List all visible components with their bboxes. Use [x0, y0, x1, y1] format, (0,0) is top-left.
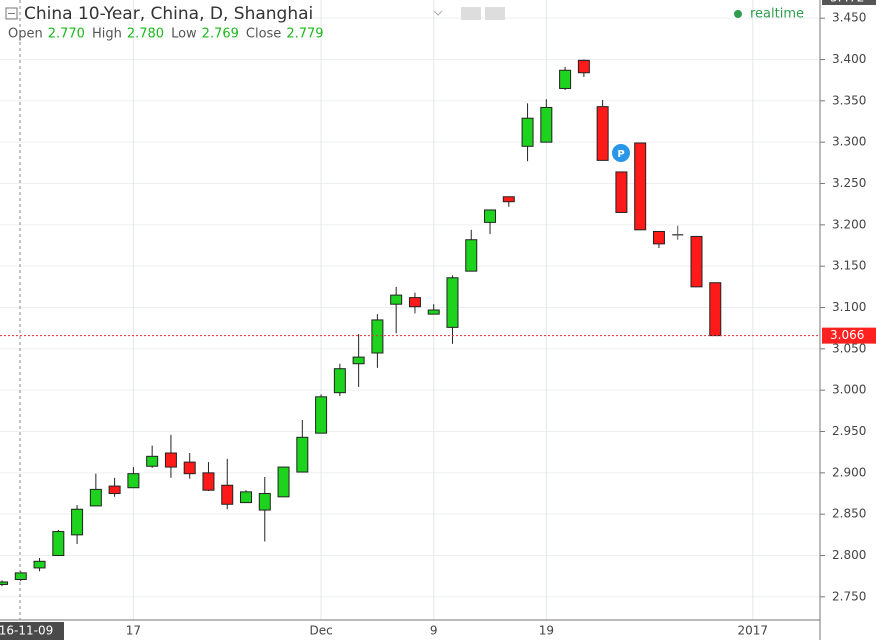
- y-tick-label: 3.350: [832, 93, 866, 107]
- y-tick-label: 2.950: [832, 424, 866, 438]
- body: [559, 69, 572, 89]
- body: [315, 396, 328, 434]
- x-tick-label: 17: [126, 624, 141, 638]
- status: realtime: [750, 7, 804, 22]
- body: [221, 484, 234, 505]
- ohlc-value: 2.769: [202, 27, 239, 42]
- top-price-box: [822, 0, 876, 5]
- y-tick-label: 3.000: [832, 383, 866, 397]
- body: [709, 282, 722, 337]
- annotation-text: P: [617, 149, 624, 160]
- y-tick-label: 3.400: [832, 52, 866, 66]
- body: [465, 239, 478, 272]
- body: [89, 488, 102, 507]
- y-tick-label: 3.100: [832, 300, 866, 314]
- body: [652, 230, 665, 245]
- body: [502, 196, 515, 203]
- ohlc-name: High: [92, 27, 122, 42]
- close-icon[interactable]: [485, 7, 505, 20]
- body: [108, 485, 121, 495]
- annotation-marker[interactable]: [612, 144, 630, 162]
- ohlc-value: 2.770: [48, 27, 85, 42]
- y-tick-label: 3.200: [832, 217, 866, 231]
- body: [408, 297, 421, 308]
- body: [484, 209, 497, 223]
- y-tick-label: 3.250: [832, 176, 866, 190]
- body: [127, 473, 140, 489]
- body: [521, 117, 534, 147]
- ohlc-name: Low: [171, 27, 197, 42]
- body: [615, 171, 628, 213]
- ohlc-value: 2.779: [286, 27, 323, 42]
- y-tick-label: 3.300: [832, 135, 866, 149]
- body: [540, 106, 553, 143]
- body: [333, 368, 346, 394]
- y-tick-label: 3.050: [832, 341, 866, 355]
- crosshair-date-box: [0, 622, 64, 640]
- y-tick-label: 2.850: [832, 507, 866, 521]
- body: [146, 455, 159, 467]
- body: [14, 572, 27, 580]
- settings-icon[interactable]: [461, 7, 481, 20]
- body: [258, 493, 271, 511]
- ohlc-legend: Open 2.770 High 2.780 Low 2.769 Close 2.779: [8, 27, 324, 42]
- body: [71, 508, 84, 536]
- body: [164, 452, 177, 468]
- body: [183, 461, 196, 475]
- top-price-label: 3.472: [830, 0, 864, 5]
- body: [390, 294, 403, 305]
- body: [634, 142, 647, 231]
- time-axis-bg: [0, 620, 820, 640]
- body: [446, 277, 459, 328]
- y-tick-label: 3.450: [832, 11, 866, 25]
- body: [277, 466, 290, 498]
- status-dot: [734, 10, 742, 18]
- ohlc-value: 2.780: [127, 27, 164, 42]
- body: [240, 491, 253, 504]
- body: [202, 472, 215, 491]
- body: [52, 531, 65, 557]
- body: [296, 436, 309, 473]
- body: [352, 356, 365, 365]
- body: [371, 319, 384, 354]
- x-tick-label: Dec: [309, 624, 332, 638]
- x-tick-label: 19: [539, 624, 554, 638]
- ohlc-name: Close: [246, 27, 281, 42]
- dropdown-icon[interactable]: [433, 10, 443, 16]
- last-price-label: 3.066: [830, 328, 864, 342]
- body: [33, 560, 46, 569]
- y-tick-label: 2.900: [832, 465, 866, 479]
- collapse-icon[interactable]: [5, 7, 18, 20]
- x-tick-label: 16-11-09: [0, 624, 53, 638]
- x-tick-label: 2017: [738, 624, 769, 638]
- body: [427, 309, 440, 315]
- candles: [0, 59, 820, 587]
- symbol-title[interactable]: China 10-Year, China, D, Shanghai: [24, 4, 313, 24]
- body: [596, 106, 609, 161]
- body: [577, 59, 590, 74]
- body: [0, 581, 8, 585]
- y-tick-label: 3.150: [832, 259, 866, 273]
- x-tick-label: 9: [430, 624, 438, 638]
- ohlc-name: Open: [8, 27, 43, 42]
- y-tick-label: 2.750: [832, 589, 866, 603]
- y-tick-label: 2.800: [832, 548, 866, 562]
- last-price-box: [822, 327, 876, 344]
- body: [690, 235, 703, 288]
